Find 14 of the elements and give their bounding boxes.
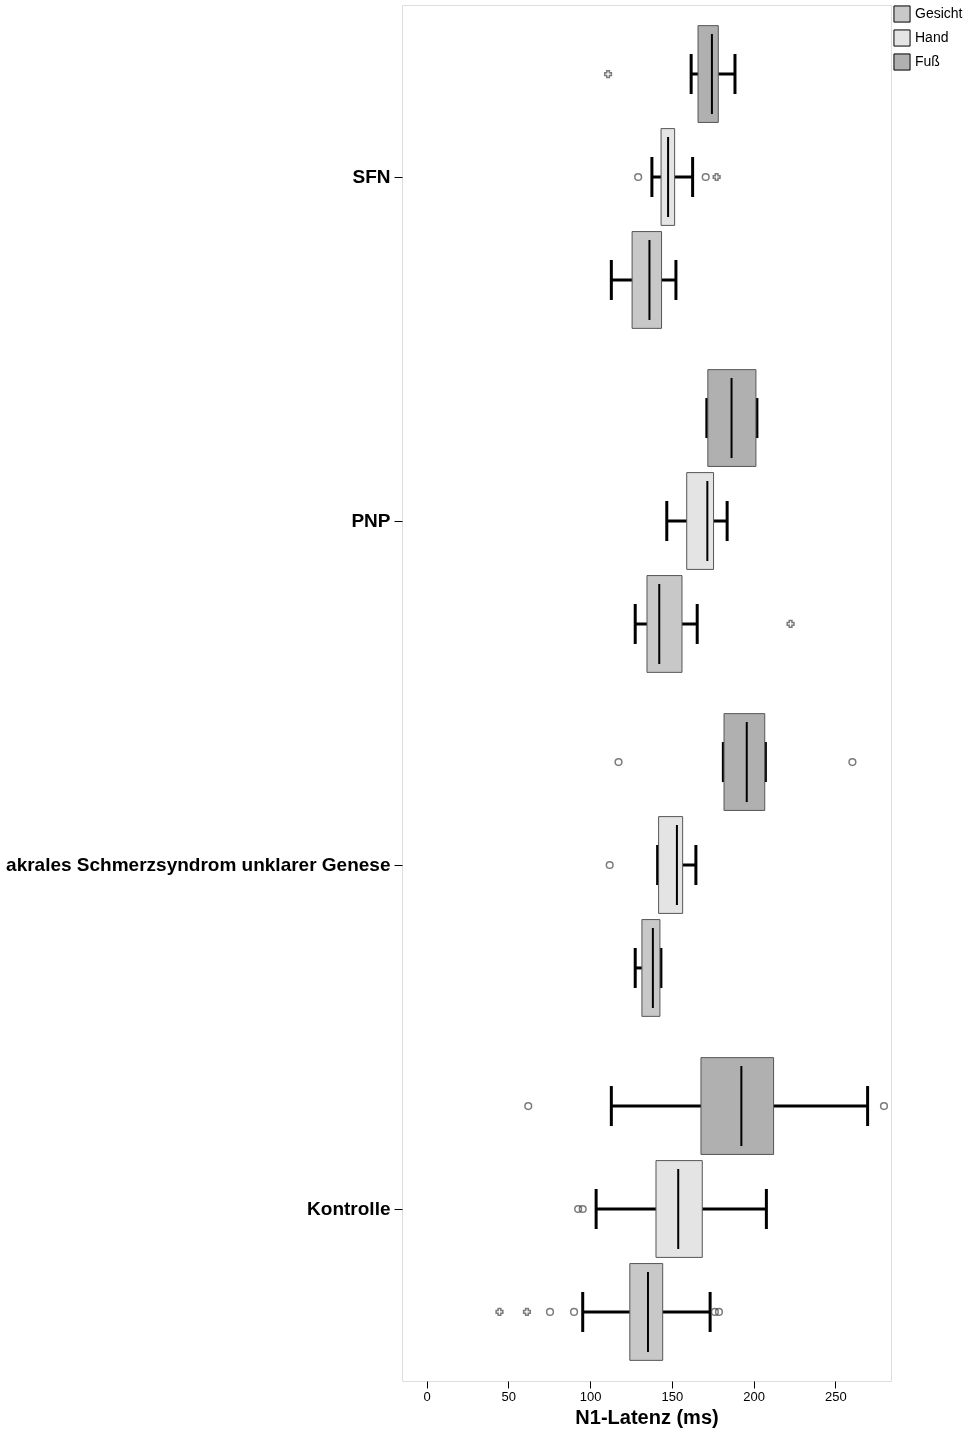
x-tick-label: 250 bbox=[825, 1388, 847, 1404]
y-tick-label: akrales Schmerzsyndrom unklarer Genese bbox=[6, 854, 391, 875]
y-tick-label: PNP bbox=[351, 510, 391, 531]
y-tick-label: SFN bbox=[352, 166, 391, 187]
y-tick-label: Kontrolle bbox=[307, 1198, 391, 1219]
x-axis-title: N1-Latenz (ms) bbox=[575, 1405, 719, 1428]
x-tick-label: 50 bbox=[501, 1388, 517, 1404]
x-tick-label: 100 bbox=[579, 1388, 602, 1404]
legend-label: Hand bbox=[915, 29, 949, 45]
x-tick-label: 0 bbox=[423, 1388, 431, 1404]
x-tick-label: 200 bbox=[743, 1388, 765, 1404]
legend-label: Gesicht bbox=[915, 5, 963, 21]
x-tick-label: 150 bbox=[661, 1388, 684, 1404]
legend-label: Fuß bbox=[915, 53, 940, 69]
